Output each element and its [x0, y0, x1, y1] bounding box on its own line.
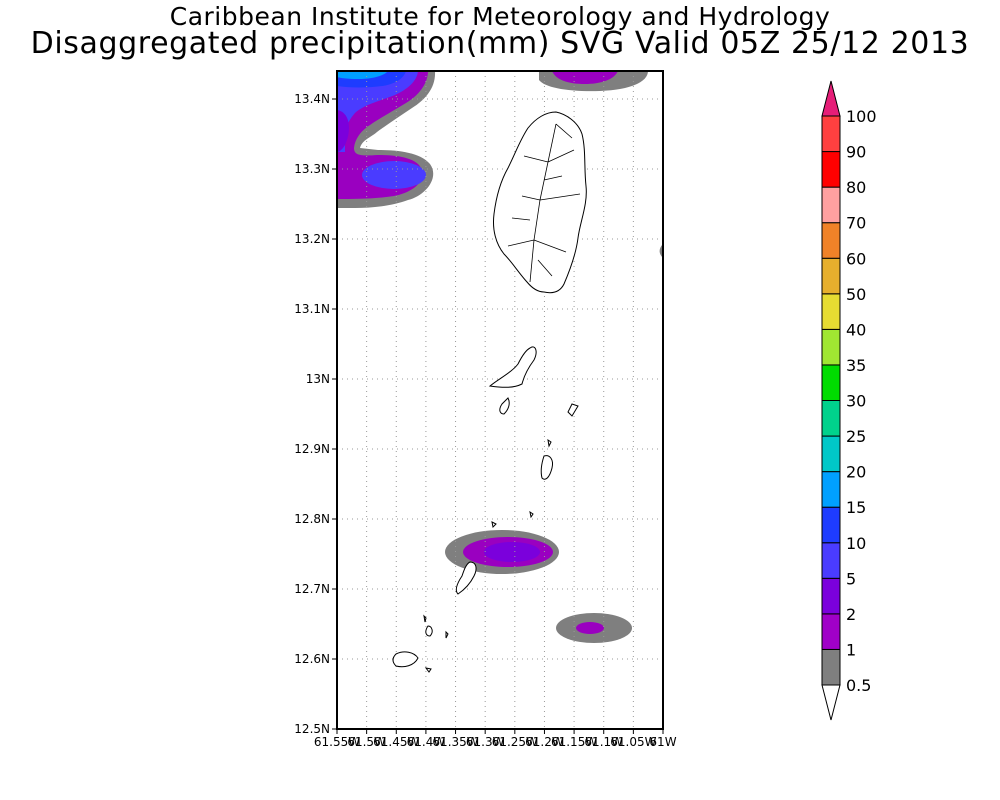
- colorbar-label: 15: [846, 498, 866, 517]
- colorbar-label: 10: [846, 534, 866, 553]
- colorbar-swatch: [821, 648, 841, 686]
- colorbar-swatch: [821, 471, 841, 508]
- lat-tick-label: 13.1N: [294, 302, 330, 316]
- colorbar-swatch: [821, 506, 841, 544]
- lon-tick-label: 61.15W: [551, 735, 597, 749]
- colorbar-swatch: [821, 115, 841, 153]
- lon-tick-label: 61.1W: [584, 735, 623, 749]
- lon-tick-label: 61.5W: [347, 735, 386, 749]
- colorbar-swatch: [821, 435, 841, 473]
- colorbar-swatch: [821, 293, 841, 330]
- colorbar-swatch: [821, 400, 841, 437]
- latitude-axis: 13.4N 13.3N 13.2N 13.1N 13N 12.9N 12.8N 12.7N 12…: [294, 92, 337, 736]
- colorbar-swatch: [821, 542, 841, 579]
- colorbar-swatch: [821, 257, 841, 295]
- precip-southeast: [556, 613, 632, 643]
- colorbar-swatch: [821, 328, 841, 366]
- map-plot-area: [337, 71, 663, 729]
- colorbar-label: 0.5: [846, 676, 871, 695]
- longitude-axis: 61.55W61.5W61.45W61.4W61.35W61.3W61.25W6…: [314, 729, 677, 749]
- chart-title: Caribbean Institute for Meteorology and …: [169, 2, 831, 31]
- colorbar-label: 50: [846, 285, 866, 304]
- lon-tick-label: 61.3W: [466, 735, 505, 749]
- colorbar-under-arrow: [821, 684, 841, 721]
- grenadines-islands: [392, 346, 579, 673]
- colorbar-label: 1: [846, 640, 856, 659]
- colorbar-swatch: [821, 364, 841, 401]
- lat-tick-label: 13.3N: [294, 162, 330, 176]
- lat-tick-label: 13.2N: [294, 232, 330, 246]
- colorbar-label: 25: [846, 427, 866, 446]
- precip-center: [445, 530, 559, 574]
- colorbar-label: 70: [846, 214, 866, 233]
- st-vincent-island: [493, 111, 587, 294]
- colorbar-label: 60: [846, 249, 866, 268]
- colorbar-label: 2: [846, 605, 856, 624]
- lat-tick-label: 13N: [306, 372, 330, 386]
- colorbar-label: 80: [846, 178, 866, 197]
- lat-tick-label: 12.9N: [294, 442, 330, 456]
- lon-tick-label: 61.05W: [610, 735, 656, 749]
- colorbar-label: 90: [846, 143, 866, 162]
- lon-tick-label: 61.2W: [525, 735, 564, 749]
- colorbar-swatch: [821, 613, 841, 650]
- lat-tick-label: 12.6N: [294, 652, 330, 666]
- colorbar-label: 20: [846, 463, 866, 482]
- colorbar-label: 30: [846, 392, 866, 411]
- colorbar-label: 35: [846, 356, 866, 375]
- colorbar-label: 100: [846, 107, 877, 126]
- colorbar-label: 5: [846, 569, 856, 588]
- colorbar-swatch: [821, 577, 841, 615]
- precip-top-left: [337, 71, 436, 208]
- colorbar-over-arrow: [821, 80, 841, 117]
- lat-tick-label: 12.7N: [294, 582, 330, 596]
- colorbar-swatch: [821, 222, 841, 259]
- colorbar-swatch: [821, 151, 841, 188]
- chart-subtitle: Disaggregated precipitation(mm) SVG Vali…: [30, 26, 970, 61]
- lat-tick-label: 13.4N: [294, 92, 330, 106]
- lon-tick-label: 61.4W: [407, 735, 446, 749]
- precip-top-right: [539, 71, 648, 92]
- colorbar-swatch: [821, 186, 841, 224]
- lat-tick-label: 12.5N: [294, 722, 330, 736]
- lon-tick-label: 61.35W: [432, 735, 478, 749]
- lon-tick-label: 61.45W: [373, 735, 419, 749]
- lat-tick-label: 12.8N: [294, 512, 330, 526]
- lon-tick-label: 61W: [649, 735, 676, 749]
- colorbar-label: 40: [846, 320, 866, 339]
- lon-tick-label: 61.25W: [492, 735, 538, 749]
- map-frame: [336, 70, 664, 730]
- lon-tick-label: 61.55W: [314, 735, 360, 749]
